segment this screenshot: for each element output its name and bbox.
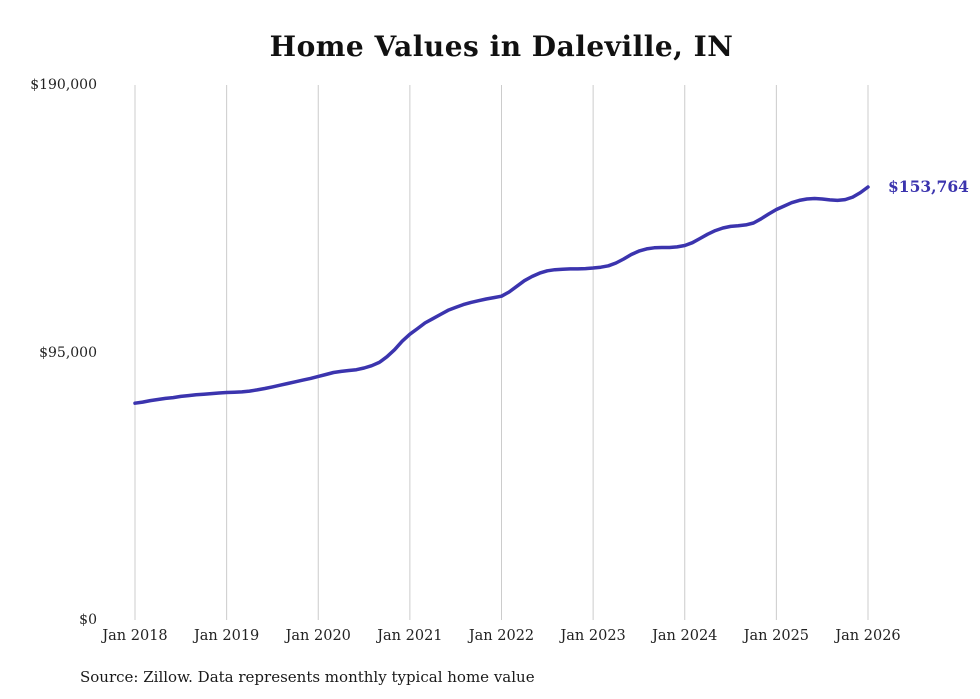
x-axis-tick-label: Jan 2026 <box>835 628 901 644</box>
x-axis-tick-label: Jan 2022 <box>468 628 535 644</box>
chart-title: Home Values in Daleville, IN <box>269 30 734 63</box>
x-axis-tick-label: Jan 2024 <box>652 628 718 644</box>
x-axis-tick-label: Jan 2019 <box>193 628 260 644</box>
x-axis-tick-label: Jan 2023 <box>560 628 626 644</box>
source-note: Source: Zillow. Data represents monthly … <box>80 668 535 686</box>
x-axis-tick-label: Jan 2025 <box>743 628 810 644</box>
latest-value-label: $153,764 <box>888 177 969 197</box>
home-value-series-line <box>133 185 870 405</box>
y-axis-tick-label: $0 <box>79 612 97 628</box>
x-axis-tick-label: Jan 2021 <box>377 628 443 644</box>
y-axis-tick-label: $190,000 <box>30 77 97 93</box>
y-axis-tick-label: $95,000 <box>39 344 97 361</box>
x-axis-tick-label: Jan 2020 <box>285 628 351 644</box>
x-axis-tick-label: Jan 2018 <box>102 628 168 644</box>
